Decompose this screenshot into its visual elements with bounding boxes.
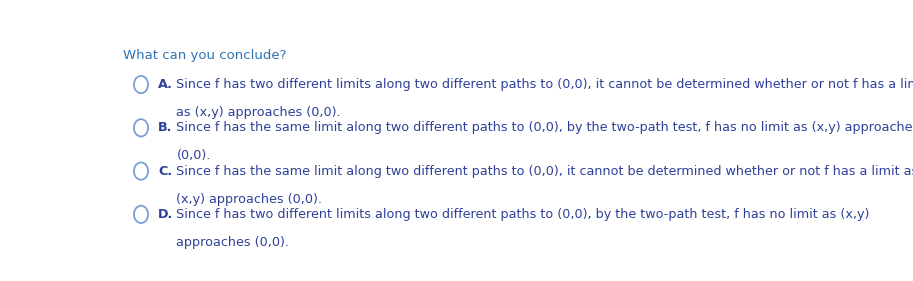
- Text: B.: B.: [158, 121, 173, 134]
- Text: D.: D.: [158, 208, 173, 221]
- Text: approaches (0,0).: approaches (0,0).: [176, 236, 289, 249]
- Text: Since f has two different limits along two different paths to (0,0), it cannot b: Since f has two different limits along t…: [176, 78, 913, 91]
- Text: Since f has the same limit along two different paths to (0,0), by the two-path t: Since f has the same limit along two dif…: [176, 121, 913, 134]
- Text: A.: A.: [158, 78, 173, 91]
- Text: (0,0).: (0,0).: [176, 149, 211, 162]
- Text: What can you conclude?: What can you conclude?: [122, 49, 286, 62]
- Text: as (x,y) approaches (0,0).: as (x,y) approaches (0,0).: [176, 106, 341, 119]
- Text: Since f has the same limit along two different paths to (0,0), it cannot be dete: Since f has the same limit along two dif…: [176, 165, 913, 178]
- Text: C.: C.: [158, 165, 173, 178]
- Text: (x,y) approaches (0,0).: (x,y) approaches (0,0).: [176, 193, 322, 206]
- Text: Since f has two different limits along two different paths to (0,0), by the two-: Since f has two different limits along t…: [176, 208, 870, 221]
